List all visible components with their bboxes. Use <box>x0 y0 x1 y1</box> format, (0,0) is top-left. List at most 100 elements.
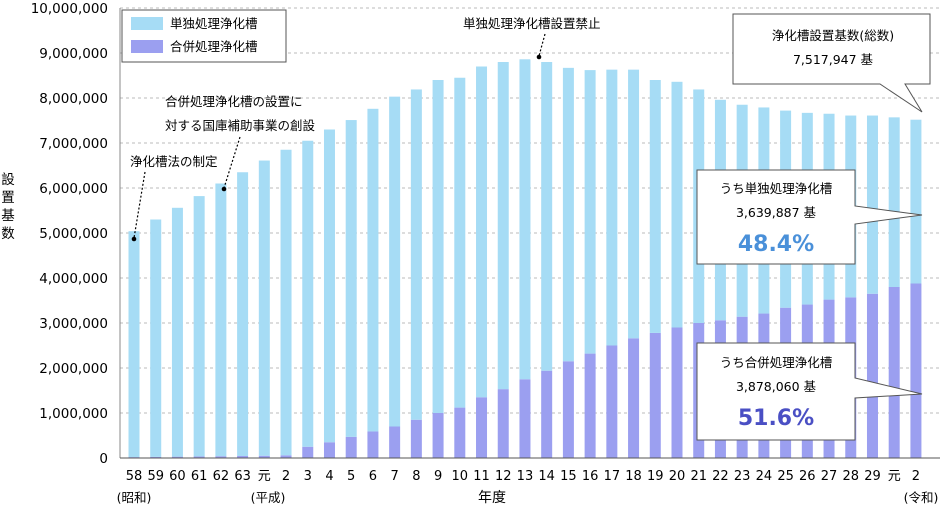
bar-combined <box>432 413 444 458</box>
x-tick-label: 59 <box>147 469 164 484</box>
bar-single <box>280 149 292 456</box>
x-tick-label: 9 <box>434 469 442 484</box>
annotation-act-leader <box>133 171 146 239</box>
x-tick-label: 61 <box>191 469 208 484</box>
callout-combined-pct: 51.6% <box>738 406 814 431</box>
callout-single-pct: 48.4% <box>738 232 814 257</box>
bar-single <box>323 129 335 443</box>
bar-combined <box>345 436 357 458</box>
callout-total-title: 浄化槽設置基数(総数) <box>772 28 894 43</box>
y-tick-label: 3,000,000 <box>39 316 108 332</box>
bar-combined <box>866 293 878 458</box>
bar-single <box>541 62 553 371</box>
bar-combined <box>671 327 683 458</box>
x-tick-label: 17 <box>604 469 621 484</box>
bar-combined <box>497 389 509 458</box>
x-tick-label: 60 <box>169 469 186 484</box>
bar-combined <box>584 353 596 458</box>
bar-single <box>367 108 379 432</box>
bar-single <box>519 59 531 380</box>
bar-single <box>215 183 227 457</box>
bar-combined <box>910 283 922 458</box>
x-tick-label: 21 <box>690 469 707 484</box>
bar-combined <box>454 407 466 458</box>
callout-single-value: 3,639,887 基 <box>736 205 817 220</box>
bar-single <box>432 80 444 413</box>
x-tick-label: 8 <box>412 469 420 484</box>
callout-total-value: 7,517,947 基 <box>793 52 874 67</box>
era-label-reiwa: (令和) <box>904 490 939 505</box>
bar-combined <box>888 287 900 458</box>
bar-single <box>193 196 205 457</box>
x-tick-label: 14 <box>538 469 555 484</box>
annotation-ban: 単独処理浄化槽設置禁止 <box>463 16 601 60</box>
bar-single <box>888 117 900 287</box>
y-axis-title-char: 基 <box>1 207 15 224</box>
bar-single <box>606 69 618 346</box>
bar-single <box>562 67 574 362</box>
y-tick-labels: 0 1,000,000 2,000,000 3,000,000 4,000,000 5,0… <box>31 1 108 467</box>
x-tick-label: 28 <box>842 469 859 484</box>
legend-swatch-combined <box>131 40 163 53</box>
bar-single <box>171 207 183 457</box>
bar-single <box>258 160 270 456</box>
callout-combined-title: うち合併処理浄化槽 <box>720 355 833 370</box>
callout-single-box <box>696 169 923 265</box>
x-tick-label: 20 <box>669 469 686 484</box>
bar-single <box>866 115 878 294</box>
y-tick-label: 10,000,000 <box>31 1 108 17</box>
bar-combined <box>150 456 162 458</box>
x-tick-label: 22 <box>712 469 729 484</box>
callout-total: 浄化槽設置基数(総数) 7,517,947 基 <box>732 13 931 113</box>
era-label-showa: (昭和) <box>117 490 152 505</box>
y-tick-label: 0 <box>99 451 108 467</box>
y-axis-title-char: 設 <box>1 172 15 188</box>
x-tick-label: 5 <box>347 469 355 484</box>
legend-label-combined: 合併処理浄化槽 <box>170 39 258 54</box>
x-tick-label: 4 <box>325 469 333 484</box>
annotation-subsidy-dot <box>221 186 227 192</box>
y-axis-title: 設置基数 <box>1 172 15 242</box>
bar-combined <box>323 442 335 458</box>
y-tick-label: 2,000,000 <box>39 361 108 377</box>
x-axis-title: 年度 <box>478 490 506 506</box>
x-tick-label: 26 <box>799 469 816 484</box>
x-tick-label: 19 <box>647 469 664 484</box>
bar-single <box>671 81 683 328</box>
bar-combined <box>389 426 401 458</box>
x-tick-label: 24 <box>756 469 773 484</box>
callout-single: うち単独処理浄化槽 3,639,887 基 48.4% <box>696 169 923 265</box>
bar-combined <box>541 370 553 458</box>
callout-combined: うち合併処理浄化槽 3,878,060 基 51.6% <box>696 342 923 441</box>
bar-combined <box>476 397 488 458</box>
bar-single <box>649 80 661 333</box>
era-label-heisei: (平成) <box>251 490 286 505</box>
annotation-subsidy-line1: 合併処理浄化槽の設置に <box>165 94 303 109</box>
x-tick-label: 27 <box>821 469 838 484</box>
y-tick-label: 8,000,000 <box>39 91 108 107</box>
annotation-act-text: 浄化槽法の制定 <box>130 154 218 169</box>
bar-combined <box>519 379 531 458</box>
x-tick-label: 23 <box>734 469 751 484</box>
x-tick-label: 58 <box>126 469 143 484</box>
bar-combined <box>258 455 270 458</box>
callout-single-title: うち単独処理浄化槽 <box>720 181 833 196</box>
bar-combined <box>302 446 314 458</box>
y-tick-label: 9,000,000 <box>39 46 108 62</box>
x-tick-label: 18 <box>625 469 642 484</box>
x-tick-label: 11 <box>473 469 490 484</box>
bar-combined <box>649 332 661 458</box>
annotation-ban-text: 単独処理浄化槽設置禁止 <box>463 16 601 31</box>
y-axis-title-char: 置 <box>1 190 15 206</box>
callout-total-box <box>732 13 931 113</box>
x-tick-label: 13 <box>517 469 534 484</box>
y-axis-title-char: 数 <box>1 226 15 242</box>
legend-swatch-single <box>131 17 163 30</box>
x-tick-label: 15 <box>560 469 577 484</box>
bar-single <box>389 96 401 427</box>
y-tick-label: 6,000,000 <box>39 181 108 197</box>
x-tick-label: 62 <box>213 469 230 484</box>
x-tick-labels: 58 59 60 61 62 63 元 2 3 4 5 6 7 8 9 10 11 12 13 14 15 16 17 18 1… <box>126 469 920 484</box>
bar-single <box>302 140 314 447</box>
